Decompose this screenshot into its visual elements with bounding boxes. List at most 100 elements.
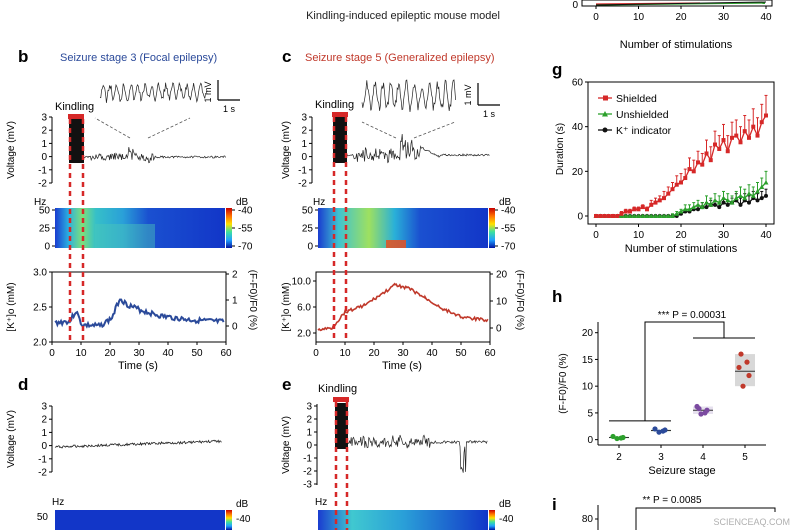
data-point xyxy=(764,193,768,198)
panel-c-voltage-trace xyxy=(346,134,490,164)
data-point xyxy=(618,435,624,441)
hz-label-e: Hz xyxy=(315,497,327,508)
hz-tick-d: 50 xyxy=(37,512,49,523)
y-tick-label: 5 xyxy=(587,408,593,419)
voltage-label: -1 xyxy=(303,454,312,465)
colorbar xyxy=(489,208,495,248)
data-point xyxy=(729,200,735,205)
panel-c-title: Seizure stage 5 (Generalized epilepsy) xyxy=(305,52,495,64)
db-tick-e: -40 xyxy=(499,514,514,525)
voltage-label: -2 xyxy=(298,179,307,190)
k-label: 6.0 xyxy=(297,303,311,314)
y-tick-label: 80 xyxy=(582,514,594,525)
partial-black-line xyxy=(595,1,767,6)
top-axis-label: 30 xyxy=(718,12,730,23)
panel-c-kindling-label: Kindling xyxy=(315,99,354,111)
data-point xyxy=(764,113,768,118)
panel-e-letter: e xyxy=(282,375,291,394)
data-point xyxy=(691,204,697,210)
time-label: 20 xyxy=(368,348,380,359)
data-point xyxy=(733,195,739,201)
top-axis-label: 0 xyxy=(593,12,599,23)
data-point xyxy=(698,411,704,417)
series-unshielded xyxy=(593,170,769,218)
f-label: 10 xyxy=(496,297,508,308)
stage-group xyxy=(735,351,755,389)
legend: Shielded Unshielded K⁺ indicator xyxy=(598,93,672,137)
voltage-label: 0 xyxy=(301,152,307,163)
data-point xyxy=(648,213,654,218)
panel-e-voltage: 3 2 1 0 -1 -2 -3 Voltage (mV) xyxy=(281,402,488,491)
panel-b-potassium: 3.02.52.0 210 [K⁺]o (mM) (F-F0)/F0 (%) 0… xyxy=(6,268,258,373)
panel-i-chart: 80 ** P = 0.0085 xyxy=(582,495,776,530)
db-label: -40 xyxy=(238,206,253,217)
data-point xyxy=(742,195,748,201)
voltage-axis-label: Voltage (mV) xyxy=(281,121,292,179)
panel-e-spectrogram xyxy=(318,510,488,530)
data-point xyxy=(662,196,666,201)
data-point xyxy=(610,433,616,440)
y-tick-label: 0 xyxy=(587,435,593,446)
voltage-ticks: 3 2 1 0 -1 -2 xyxy=(38,113,52,190)
y-tick-label: 0 xyxy=(577,212,583,223)
y-tick-label: 10 xyxy=(582,382,594,393)
y-axis-label: Duration (s) xyxy=(555,123,566,175)
time-label: 60 xyxy=(484,348,496,359)
panel-b-letter: b xyxy=(18,47,28,66)
voltage-label: -2 xyxy=(303,467,312,478)
data-point xyxy=(738,193,743,198)
data-point xyxy=(631,213,637,218)
panel-g-letter: g xyxy=(552,60,562,79)
panel-c-voltage: 3 2 1 0 -1 -2 Voltage (mV) xyxy=(281,113,490,190)
db-ticks: -40 -55 -70 xyxy=(495,206,516,253)
scalebar-s-label: 1 s xyxy=(223,104,236,114)
data-point xyxy=(759,120,764,125)
x-tick-label: 4 xyxy=(700,452,706,463)
stage-group xyxy=(651,426,671,435)
data-point xyxy=(640,205,645,210)
watermark: SCIENCEAQ.COM xyxy=(713,517,790,527)
data-point xyxy=(636,213,641,218)
data-point xyxy=(670,187,675,192)
panel-b-voltage: 3 2 1 0 -1 -2 Voltage (mV) xyxy=(6,113,226,190)
data-point xyxy=(628,209,632,214)
kindling-block xyxy=(333,117,347,163)
hz-label: Hz xyxy=(34,197,46,208)
data-point xyxy=(649,202,654,207)
data-point xyxy=(644,213,650,218)
time-label: 60 xyxy=(220,348,232,359)
f-label: 0 xyxy=(496,324,502,335)
time-label: 30 xyxy=(397,348,409,359)
time-label: 10 xyxy=(339,348,351,359)
voltage-axis-label: Voltage (mV) xyxy=(281,416,292,474)
data-point xyxy=(712,197,718,203)
top-axis-xlabel: Number of stimulations xyxy=(620,39,733,51)
data-point xyxy=(691,169,696,174)
voltage-axis-label: Voltage (mV) xyxy=(6,121,17,179)
time-label: 40 xyxy=(426,348,438,359)
x-axis-label: Seizure stage xyxy=(648,465,715,477)
voltage-ticks: 3 2 1 0 -1 -2 xyxy=(38,402,52,479)
voltage-label: 2 xyxy=(41,415,47,426)
data-point xyxy=(725,149,730,154)
time-axis-label: Time (s) xyxy=(118,360,158,372)
time-label: 40 xyxy=(162,348,174,359)
voltage-ticks: 3 2 1 0 -1 -2 xyxy=(298,113,312,190)
stage-group xyxy=(693,403,713,417)
data-point xyxy=(759,196,764,201)
time-label: 10 xyxy=(75,348,87,359)
k-axis-label: [K⁺]o (mM) xyxy=(281,282,292,331)
kindling-block xyxy=(69,119,84,163)
data-point xyxy=(687,167,692,172)
series-shielded xyxy=(594,94,768,218)
voltage-label: 3 xyxy=(41,402,47,413)
panel-b-voltage-trace xyxy=(83,147,226,164)
data-point xyxy=(751,124,756,129)
data-point xyxy=(736,364,742,371)
hz-label: 50 xyxy=(39,206,51,217)
k-ticks: 10.0 6.0 2.0 xyxy=(292,277,316,340)
data-point xyxy=(744,359,750,365)
data-point xyxy=(699,204,705,210)
data-point xyxy=(755,188,760,194)
